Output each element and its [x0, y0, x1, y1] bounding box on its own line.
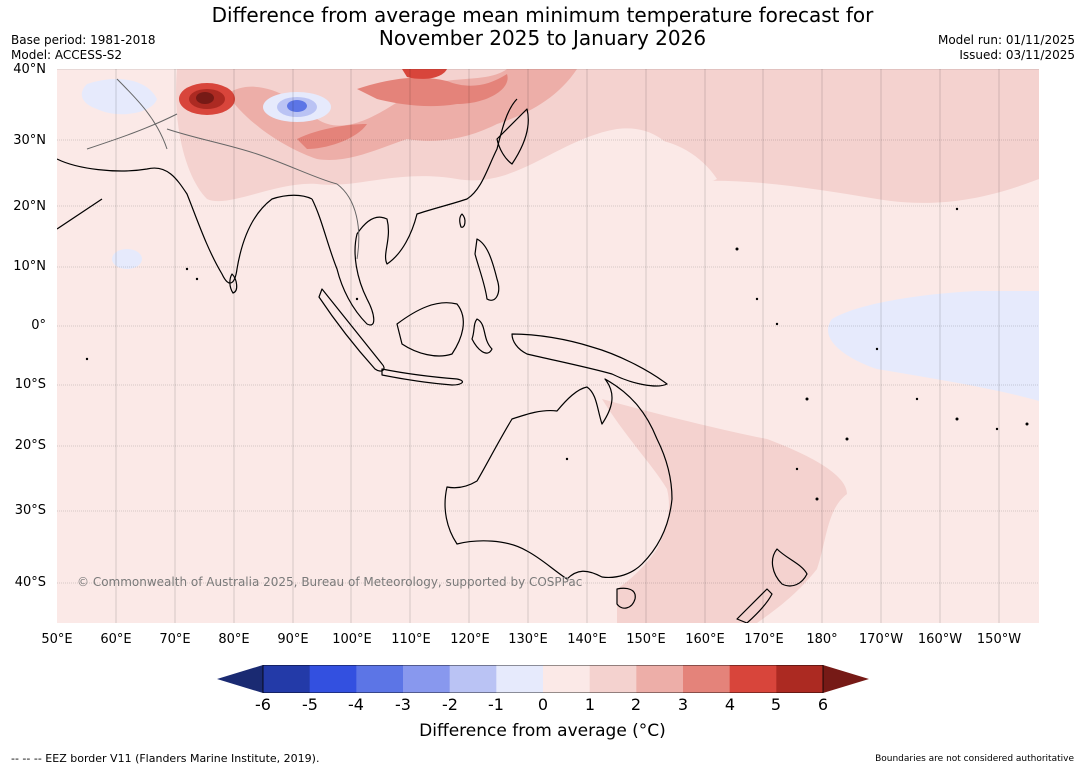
coast-southeast-asia — [311, 98, 518, 326]
copyright-watermark: © Commonwealth of Australia 2025, Bureau… — [77, 575, 582, 589]
lon-label: 170°E — [744, 632, 784, 647]
cool-patch-arabian-sea — [112, 249, 142, 269]
cool-patch-west-asia — [81, 79, 157, 115]
eez-border-note: -- -- -- EEZ border V11 (Flanders Marine… — [11, 752, 320, 765]
colorbar-tick: -3 — [395, 695, 411, 714]
cold-anomaly-inner — [287, 100, 307, 112]
country-borders — [86, 78, 360, 260]
coast-japan — [496, 108, 529, 165]
lon-label: 140°E — [567, 632, 607, 647]
model-name: Model: ACCESS-S2 — [11, 48, 123, 62]
lat-label: 40°N — [13, 62, 46, 77]
coast-philippines — [474, 238, 500, 301]
colorbar-bin — [543, 665, 591, 693]
colorbar-bin — [309, 665, 357, 693]
anomaly-zone-4to5-north — [402, 69, 447, 79]
anomaly-zone-3to4-china — [297, 74, 508, 149]
warm-anomaly-core-inner — [196, 92, 214, 104]
lon-label: 150°W — [976, 632, 1022, 647]
colorbar-tick: 6 — [817, 695, 829, 714]
coast-sulawesi — [471, 318, 493, 354]
colorbar-tick: 5 — [770, 695, 782, 714]
cool-zone-equatorial-pacific — [828, 291, 1039, 401]
graticule — [57, 69, 1039, 623]
colorbar-bin — [449, 665, 497, 693]
title-line-1: Difference from average mean minimum tem… — [211, 3, 874, 27]
colorbar-bin — [589, 665, 637, 693]
colorbar — [217, 665, 869, 693]
lat-label: 30°N — [13, 133, 46, 148]
lat-label: 30°S — [14, 503, 46, 518]
colorbar-tick: -1 — [488, 695, 504, 714]
colorbar-bin — [403, 665, 451, 693]
lon-label: 160°E — [685, 632, 725, 647]
pacific-islands — [85, 207, 1029, 501]
anomaly-zone-0to1-japan — [608, 138, 717, 185]
lon-label: 50°E — [41, 632, 73, 647]
coast-borneo — [396, 302, 464, 357]
lon-label: 160°W — [917, 632, 963, 647]
lat-label: 20°S — [14, 438, 46, 453]
forecast-map: © Commonwealth of Australia 2025, Bureau… — [57, 69, 1039, 623]
lon-label: 130°E — [508, 632, 548, 647]
colorbar-tick: 1 — [584, 695, 596, 714]
lon-label: 100°E — [332, 632, 372, 647]
coast-sri-lanka — [229, 273, 238, 294]
colorbar-bin — [683, 665, 731, 693]
colorbar-bin — [496, 665, 544, 693]
colorbar-outline — [262, 665, 824, 693]
coast-india — [57, 158, 313, 284]
colorbar-bin — [776, 665, 824, 693]
meta-right: Model run: 01/11/2025 Issued: 03/11/2025 — [938, 33, 1075, 63]
colorbar-tick: -5 — [302, 695, 318, 714]
lon-label: 110°E — [391, 632, 431, 647]
lon-label: 180° — [806, 632, 838, 647]
colorbar-tick: -4 — [348, 695, 364, 714]
colorbar-tick: -2 — [442, 695, 458, 714]
title-line-2: November 2025 to January 2026 — [378, 26, 707, 50]
meta-left: Base period: 1981-2018 Model: ACCESS-S2 — [11, 33, 156, 63]
coast-taiwan — [459, 213, 466, 228]
lat-label: 10°S — [14, 377, 46, 392]
lat-label: 10°N — [13, 259, 46, 274]
colorbar-tick: 4 — [724, 695, 736, 714]
lon-label: 70°E — [159, 632, 191, 647]
anomaly-zone-1to2-north — [176, 69, 1039, 203]
lon-label: 170°W — [858, 632, 904, 647]
lat-label: 20°N — [13, 199, 46, 214]
lon-label: 80°E — [218, 632, 250, 647]
colorbar-bins — [263, 665, 824, 693]
lon-label: 150°E — [626, 632, 666, 647]
coast-new-guinea — [511, 333, 668, 387]
model-run: Model run: 01/11/2025 — [937, 33, 1075, 47]
colorbar-extend-high — [823, 665, 869, 693]
colorbar-tick: 2 — [630, 695, 642, 714]
anomaly-zone-1to2-south — [602, 399, 847, 623]
lon-label: 90°E — [277, 632, 309, 647]
colorbar-bin — [636, 665, 684, 693]
colorbar-tick: 3 — [677, 695, 689, 714]
coast-australia — [444, 378, 673, 580]
lat-label: 40°S — [14, 575, 46, 590]
chart-title: Difference from average mean minimum tem… — [0, 4, 1085, 50]
coast-java — [381, 368, 464, 386]
base-period: Base period: 1981-2018 — [11, 33, 156, 47]
boundaries-disclaimer: Boundaries are not considered authoritat… — [875, 754, 1074, 764]
coast-new-zealand — [736, 548, 808, 623]
lon-label: 120°E — [450, 632, 490, 647]
coast-tasmania — [616, 587, 636, 609]
coast-arabia — [57, 198, 103, 230]
colorbar-tick: 0 — [537, 695, 549, 714]
colorbar-bin — [356, 665, 404, 693]
colorbar-extend-low — [217, 665, 263, 693]
lat-label: 0° — [31, 318, 46, 333]
colorbar-tick: -6 — [255, 695, 271, 714]
colorbar-bin — [729, 665, 777, 693]
colorbar-label: Difference from average (°C) — [419, 721, 666, 741]
lon-label: 60°E — [100, 632, 132, 647]
colorbar-bin — [263, 665, 311, 693]
coastlines — [57, 98, 808, 623]
issued-date: Issued: 03/11/2025 — [959, 48, 1075, 62]
